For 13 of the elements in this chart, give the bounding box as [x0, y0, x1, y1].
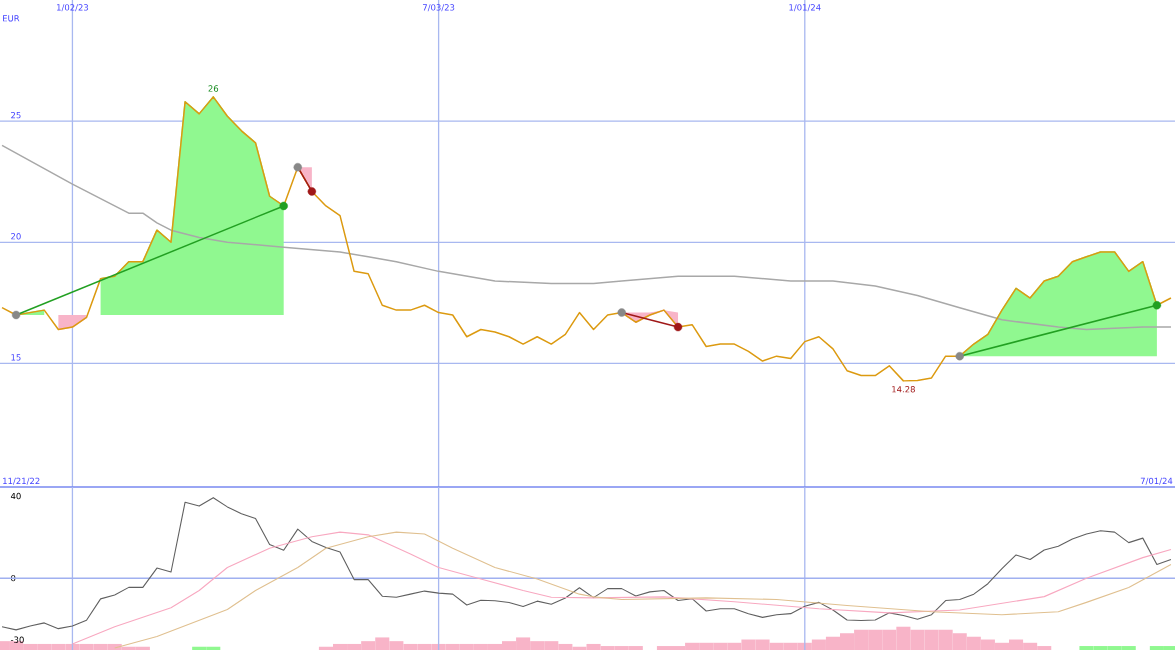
- y-tick-label: -30: [10, 636, 24, 643]
- y-tick-label: 25: [11, 111, 21, 119]
- annotation: 11/21/22: [3, 477, 40, 485]
- annotation: 14.28: [892, 386, 915, 393]
- x-tick-label: 7/03/23: [422, 4, 455, 12]
- y-tick-label: 40: [10, 492, 21, 500]
- y-tick-label: 15: [11, 354, 21, 361]
- x-tick-label: 1/02/23: [57, 4, 89, 12]
- y-tick-label: 20: [11, 233, 21, 240]
- annotation: 26: [208, 85, 219, 92]
- annotation: 7/01/24: [1140, 477, 1173, 485]
- x-tick-label: 1/01/24: [789, 4, 821, 12]
- y-axis-title: EUR: [3, 15, 20, 22]
